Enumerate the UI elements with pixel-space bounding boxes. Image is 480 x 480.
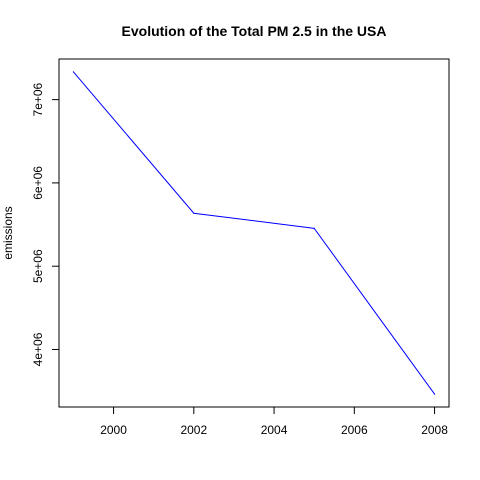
y-axis-title: emissions <box>1 206 15 259</box>
y-tick-label: 7e+06 <box>31 82 45 116</box>
data-point <box>313 227 315 229</box>
y-tick-label: 5e+06 <box>31 249 45 283</box>
x-axis: 2000 2002 2004 2006 2008 <box>100 406 448 437</box>
data-point <box>72 71 75 73</box>
x-tick-label: 2004 <box>261 423 288 437</box>
x-tick-label: 2006 <box>341 423 368 437</box>
y-tick-label: 6e+06 <box>31 166 45 200</box>
chart-title: Evolution of the Total PM 2.5 in the USA <box>122 23 387 39</box>
x-tick-label: 2008 <box>421 423 448 437</box>
series-line <box>73 71 435 395</box>
y-tick-label: 4e+06 <box>31 332 45 366</box>
y-axis: 4e+06 5e+06 6e+06 7e+06 <box>31 82 60 366</box>
x-tick-label: 2000 <box>100 423 127 437</box>
data-point <box>193 212 195 214</box>
plot-frame <box>58 58 450 408</box>
series-layer <box>72 71 436 395</box>
data-point <box>433 393 436 395</box>
x-tick-label: 2002 <box>180 423 207 437</box>
